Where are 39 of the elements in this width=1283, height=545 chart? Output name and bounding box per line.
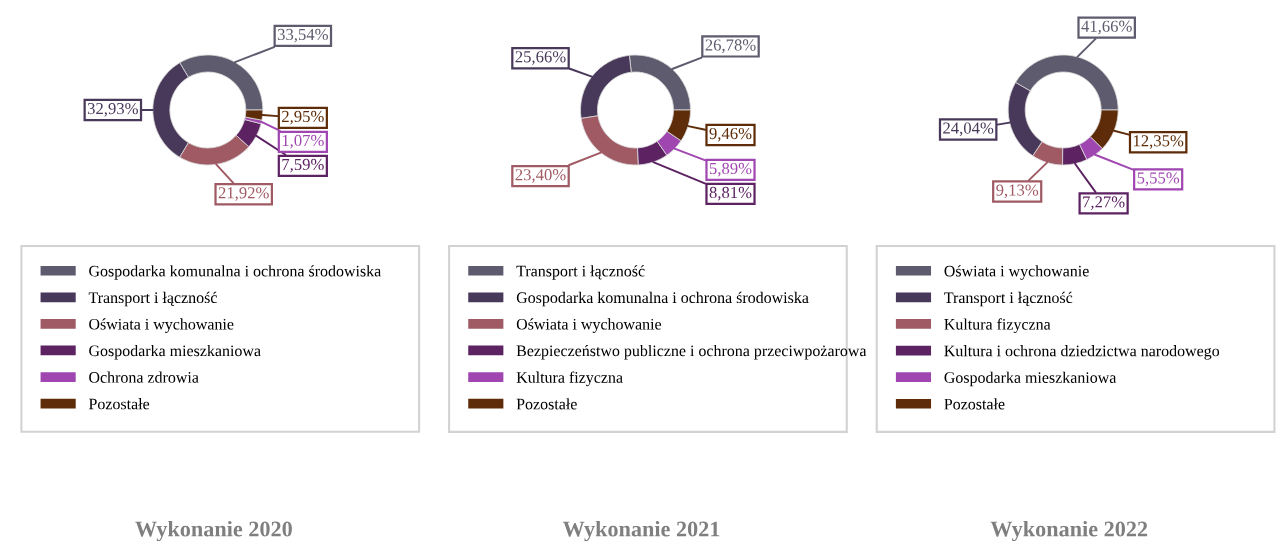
legend-label: Pozostałe [944,398,1005,410]
data-label: 41,66% [1081,20,1132,35]
legend-label: Transport i łączność [88,291,217,307]
legend-label: Gospodarka mieszkaniowa [89,344,261,360]
legend-label: Pozostałe [516,398,577,410]
data-label: 25,66% [515,51,566,65]
legend-label: Oświata i wychowanie [516,318,662,333]
text: Wykonanie 2020 [135,520,292,542]
legend-label: Pozostałe [88,398,150,410]
data-label: 26,78% [705,39,756,54]
legend-label: Gospodarka komunalna i ochrona środowiska [516,291,809,307]
data-label: 21,92% [218,187,269,201]
data-label: 5,89% [709,162,752,177]
data-label: 7,27% [1083,196,1125,210]
text: Wykonanie 2021 [562,520,720,542]
data-label: 5,55% [1137,172,1180,186]
data-label: 12,35% [1133,135,1184,149]
data-label: 32,93% [87,102,138,117]
data-label: 8,81% [709,186,752,201]
legend-label: Oświata i wychowanie [944,265,1089,280]
data-label: 33,54% [277,28,328,43]
legend-label: Gospodarka komunalna i ochrona środowiska [89,265,382,280]
legend-label: Transport i łączność [516,265,645,280]
data-label: 2,95% [282,110,324,125]
data-label: 24,04% [943,122,994,137]
legend-label: Kultura i ochrona dziedzictwa narodowego [944,345,1220,360]
data-label: 23,40% [515,169,566,183]
legend-label: Kultura fizyczna [516,371,623,387]
legend-label: Transport i łączność [944,291,1073,307]
data-label: 9,13% [996,184,1039,199]
legend-label: Oświata i wychowanie [89,318,234,333]
legend-label: Bezpieczeństwo publiczne i ochrona przeciwpożarowa [516,344,867,360]
legend-label: Kultura fizyczna [944,318,1051,334]
legend-label: Ochrona zdrowia [89,371,199,383]
data-label: 7,59% [282,158,324,173]
data-label: 9,46% [709,127,752,142]
text: Wykonanie 2022 [990,520,1148,542]
legend-label: Gospodarka mieszkaniowa [944,371,1117,387]
data-label: 1,07% [282,134,324,149]
